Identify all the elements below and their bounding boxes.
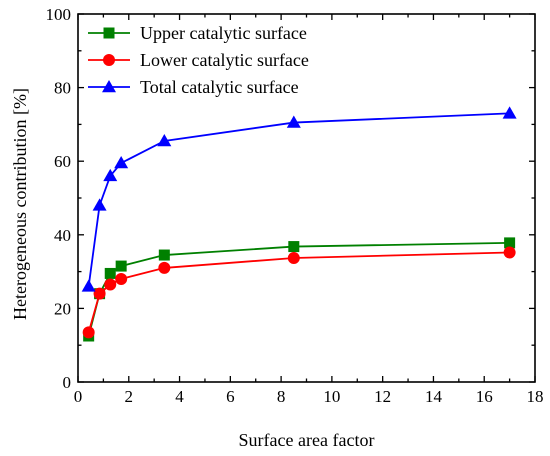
data-point — [287, 251, 300, 264]
legend-label: Upper catalytic surface — [140, 23, 307, 43]
legend-marker — [102, 80, 116, 93]
y-tick-label: 40 — [54, 226, 71, 245]
legend: Upper catalytic surface Lower catalytic s… — [88, 23, 309, 97]
y-tick-label: 80 — [54, 79, 71, 98]
data-point — [92, 198, 107, 211]
x-tick-label: 2 — [125, 387, 134, 406]
data-point — [93, 287, 106, 300]
data-point — [103, 168, 118, 182]
data-point — [104, 278, 117, 291]
x-tick-label: 0 — [74, 387, 83, 406]
legend-marker — [103, 54, 115, 66]
data-point — [82, 326, 95, 339]
series-circle — [82, 246, 516, 339]
data-point — [115, 272, 128, 285]
data-point — [503, 246, 516, 259]
series-line — [87, 251, 510, 333]
y-tick-label: 0 — [63, 373, 72, 392]
legend-item: Total catalytic surface — [88, 77, 299, 97]
data-point — [288, 241, 300, 253]
data-point — [157, 133, 172, 147]
data-point — [502, 106, 517, 119]
x-tick-label: 6 — [226, 387, 235, 406]
y-tick-label: 100 — [46, 5, 72, 24]
series-layer — [81, 106, 517, 342]
y-axis-ticks: 0 20 40 60 80 100 — [46, 5, 535, 392]
x-tick-label: 16 — [476, 387, 493, 406]
x-tick-label: 18 — [527, 387, 544, 406]
series-triangle — [81, 106, 517, 292]
data-point — [504, 237, 516, 249]
data-point — [115, 260, 127, 272]
data-point — [158, 261, 171, 274]
x-axis-ticks: 0 2 4 6 8 10 12 14 16 18 — [74, 14, 544, 406]
y-tick-label: 60 — [54, 152, 71, 171]
data-point — [286, 115, 301, 128]
legend-item: Lower catalytic surface — [88, 50, 309, 70]
data-point — [81, 279, 96, 292]
data-point — [114, 156, 129, 169]
x-tick-label: 8 — [277, 387, 286, 406]
legend-item: Upper catalytic surface — [88, 23, 307, 43]
legend-marker — [103, 27, 115, 39]
x-axis-title: Surface area factor — [239, 430, 375, 450]
x-tick-label: 4 — [175, 387, 184, 406]
legend-label: Lower catalytic surface — [140, 50, 309, 70]
data-point — [104, 267, 116, 279]
y-axis-title: Heterogeneous contribution [%] — [10, 88, 30, 320]
series-square — [83, 237, 516, 342]
x-tick-label: 12 — [374, 387, 391, 406]
x-tick-label: 14 — [425, 387, 443, 406]
data-point — [158, 249, 170, 261]
legend-label: Total catalytic surface — [140, 77, 299, 97]
y-tick-label: 20 — [54, 299, 71, 318]
x-tick-label: 10 — [323, 387, 340, 406]
